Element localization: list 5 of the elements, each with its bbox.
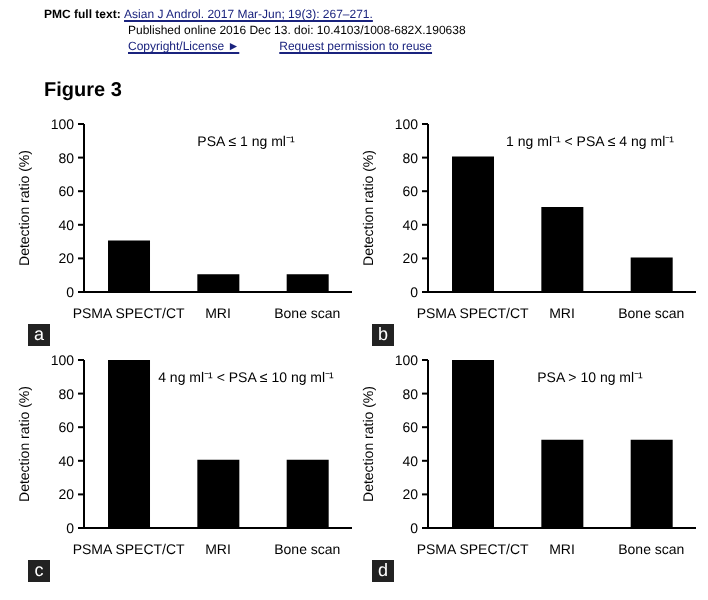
text: d	[372, 560, 394, 582]
text: c	[28, 560, 50, 582]
caption: Figure 3	[44, 80, 122, 102]
text: b	[372, 324, 394, 346]
text: a	[28, 324, 50, 346]
